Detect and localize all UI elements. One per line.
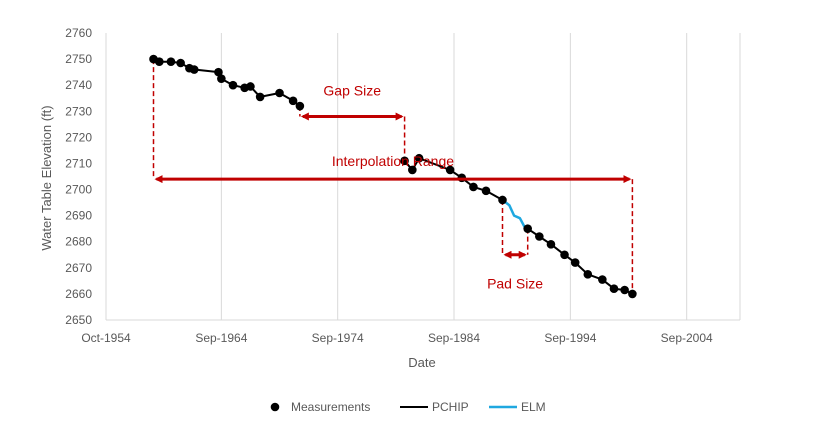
measurement-point bbox=[414, 153, 424, 163]
y-tick-label: 2660 bbox=[65, 287, 92, 301]
measurement-point bbox=[275, 88, 284, 98]
legend-measurements-marker bbox=[270, 402, 280, 412]
legend-pchip-label: PCHIP bbox=[432, 400, 469, 414]
legend: Measurements PCHIP ELM bbox=[270, 400, 546, 414]
x-tick-label: Sep-1974 bbox=[312, 331, 364, 345]
y-tick-label: 2670 bbox=[65, 261, 92, 275]
pchip-line-segment bbox=[527, 227, 633, 295]
measurement-point bbox=[166, 57, 176, 66]
measurement-point-layer bbox=[149, 54, 637, 299]
measurement-point bbox=[583, 270, 593, 279]
measurement-point bbox=[445, 165, 455, 175]
measurement-point bbox=[560, 250, 569, 260]
elm-line bbox=[501, 199, 529, 230]
measurement-point bbox=[620, 285, 629, 295]
x-tick-label: Sep-1964 bbox=[195, 331, 247, 345]
measurement-point bbox=[228, 80, 238, 90]
guide-line-layer bbox=[152, 59, 634, 294]
measurement-point bbox=[546, 240, 556, 249]
grid-layer bbox=[105, 33, 741, 320]
y-tick-label: 2680 bbox=[65, 235, 92, 249]
annotation-label: Interpolation Range bbox=[332, 153, 454, 169]
annotation-label: Gap Size bbox=[323, 82, 381, 98]
measurement-point bbox=[609, 284, 619, 293]
y-tick-label: 2740 bbox=[65, 78, 92, 92]
x-tick-label: Oct-1954 bbox=[81, 331, 131, 345]
y-tick-label: 2730 bbox=[65, 104, 92, 118]
pchip-line-segment bbox=[153, 58, 301, 107]
measurement-point bbox=[570, 258, 580, 267]
measurement-point bbox=[498, 195, 507, 205]
measurement-point bbox=[189, 65, 199, 74]
measurement-point bbox=[295, 101, 305, 111]
annotation-label: Pad Size bbox=[487, 275, 543, 291]
annotation-layer: Gap Size Interpolation Range Pad Size bbox=[154, 82, 632, 291]
x-tick-label: Sep-1994 bbox=[544, 331, 596, 345]
measurement-point bbox=[288, 96, 298, 106]
measurement-point bbox=[155, 57, 164, 66]
measurement-point bbox=[246, 82, 255, 91]
measurement-point bbox=[400, 156, 409, 166]
measurement-point bbox=[408, 165, 417, 175]
measurement-point bbox=[598, 275, 607, 284]
y-tick-label: 2720 bbox=[65, 130, 92, 144]
y-axis-label: Water Table Elevation (ft) bbox=[39, 105, 54, 250]
y-tick-label: 2710 bbox=[65, 156, 92, 170]
y-tick-label: 2650 bbox=[65, 313, 92, 327]
x-axis-label: Date bbox=[408, 355, 435, 370]
measurement-point bbox=[628, 289, 637, 299]
measurement-point bbox=[217, 74, 226, 83]
measurement-point bbox=[535, 232, 544, 241]
series-line-layer bbox=[153, 58, 633, 295]
y-tick-label: 2750 bbox=[65, 52, 92, 66]
legend-elm-label: ELM bbox=[521, 400, 546, 414]
measurement-point bbox=[523, 224, 532, 233]
y-tick-label: 2760 bbox=[65, 26, 92, 40]
axis-layer: Oct-1954 Sep-1964 Sep-1974 Sep-1984 Sep-1994… bbox=[65, 26, 740, 345]
measurement-point bbox=[214, 67, 223, 77]
measurement-point bbox=[255, 92, 265, 102]
y-tick-label: 2690 bbox=[65, 209, 92, 223]
x-tick-label: Sep-1984 bbox=[428, 331, 480, 345]
measurement-point bbox=[176, 58, 185, 68]
x-tick-label: Sep-2004 bbox=[661, 331, 713, 345]
measurement-point bbox=[481, 186, 491, 196]
legend-measurements-label: Measurements bbox=[291, 400, 370, 414]
y-tick-label: 2700 bbox=[65, 183, 92, 197]
measurement-point bbox=[469, 182, 478, 192]
